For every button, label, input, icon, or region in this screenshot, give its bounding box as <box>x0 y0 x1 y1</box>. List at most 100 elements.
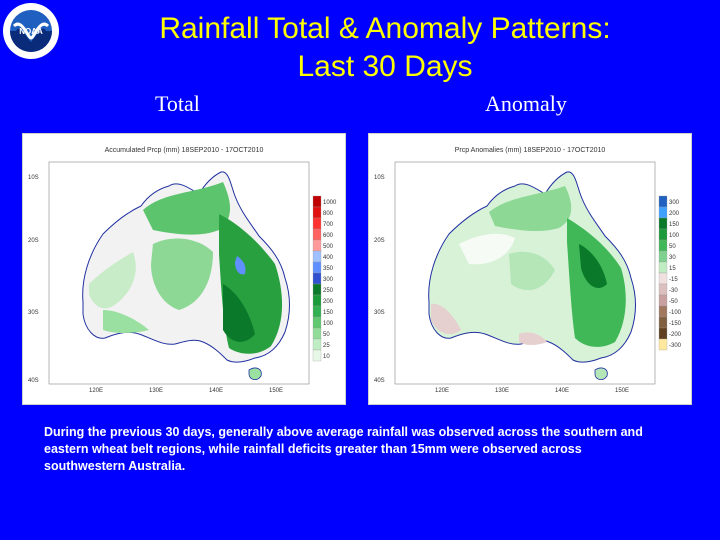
total-legend-swatch <box>312 228 322 241</box>
total-lat-tick: 20S <box>28 238 39 244</box>
anomaly-map-panel: Prcp Anomalies (mm) 18SEP2010 - 17OCT201… <box>368 133 692 405</box>
total-lat-tick: 30S <box>28 310 39 316</box>
anomaly-legend-swatch <box>658 338 668 351</box>
total-legend-swatch <box>312 305 322 318</box>
total-legend-label: 10 <box>323 354 330 360</box>
anomaly-legend-label: 300 <box>669 200 680 206</box>
anomaly-legend-swatch <box>658 283 668 296</box>
total-legend-label: 500 <box>323 244 334 250</box>
anomaly-label: Anomaly <box>485 91 567 116</box>
anomaly-legend-swatch <box>658 228 668 241</box>
total-legend-swatch <box>312 349 322 362</box>
total-legend-label: 300 <box>323 277 334 283</box>
total-legend-label: 350 <box>323 266 334 272</box>
total-map-title: Accumulated Prcp (mm) 18SEP2010 - 17OCT2… <box>105 147 264 154</box>
total-rain-north <box>143 182 231 235</box>
anomaly-wet-north <box>489 186 572 232</box>
total-map-panel: Accumulated Prcp (mm) 18SEP2010 - 17OCT2… <box>22 133 346 405</box>
total-legend-label: 700 <box>323 222 334 228</box>
total-lon-tick: 120E <box>89 388 103 394</box>
anomaly-dry-south <box>519 332 547 345</box>
total-rain-peak <box>235 256 246 275</box>
anomaly-lat-tick: 20S <box>374 238 385 244</box>
anomaly-wet-core <box>579 244 607 289</box>
anomaly-legend-label: -100 <box>669 310 682 316</box>
total-legend-swatch <box>312 294 322 307</box>
anomaly-lon-tick: 140E <box>555 388 569 394</box>
total-legend-swatch <box>312 316 322 329</box>
anomaly-map-title: Prcp Anomalies (mm) 18SEP2010 - 17OCT201… <box>455 147 606 154</box>
total-legend-label: 1000 <box>323 200 337 206</box>
anomaly-lon-tick: 150E <box>615 388 629 394</box>
anomaly-near-normal <box>459 233 515 265</box>
total-legend-label: 200 <box>323 299 334 305</box>
anomaly-legend-label: 15 <box>669 266 676 272</box>
total-legend: 1000 800 700 600 500 400 350 300 250 200 150 100 50 2… <box>312 195 337 362</box>
anomaly-legend-label: -300 <box>669 343 682 349</box>
total-lon-tick: 150E <box>269 388 283 394</box>
slide-title: Rainfall Total & Anomaly Patterns: Last … <box>90 10 680 86</box>
anomaly-legend-swatch <box>658 206 668 219</box>
total-legend-swatch <box>312 261 322 274</box>
anomaly-legend-swatch <box>658 294 668 307</box>
anomaly-legend-swatch <box>658 327 668 340</box>
anomaly-legend-label: 50 <box>669 244 676 250</box>
anomaly-legend-label: 100 <box>669 233 680 239</box>
total-legend-swatch <box>312 283 322 296</box>
anomaly-legend-label: 30 <box>669 255 676 261</box>
total-rain-west <box>89 252 136 309</box>
anomaly-legend-label: 200 <box>669 211 680 217</box>
noaa-logo-text: NOAA <box>19 27 43 36</box>
total-legend-swatch <box>312 338 322 351</box>
total-legend-label: 100 <box>323 321 334 327</box>
anomaly-legend-label: -15 <box>669 277 678 283</box>
anomaly-legend-label: -150 <box>669 321 682 327</box>
total-legend-swatch <box>312 239 322 252</box>
total-legend-swatch <box>312 217 322 230</box>
total-legend-label: 800 <box>323 211 334 217</box>
total-legend-label: 25 <box>323 343 330 349</box>
total-legend-swatch <box>312 250 322 263</box>
noaa-logo-icon: NOAA <box>2 2 60 60</box>
title-line-2: Last 30 Days <box>297 50 473 83</box>
anomaly-lat-tick: 40S <box>374 378 385 384</box>
anomaly-tasmania <box>594 367 608 380</box>
anomaly-dry-southwest <box>431 303 461 335</box>
anomaly-legend-label: 150 <box>669 222 680 228</box>
anomaly-lon-tick: 120E <box>435 388 449 394</box>
anomaly-legend-swatch <box>658 305 668 318</box>
total-legend-label: 600 <box>323 233 334 239</box>
anomaly-legend-swatch <box>658 250 668 263</box>
total-legend-swatch <box>312 206 322 219</box>
total-legend-label: 250 <box>323 288 334 294</box>
anomaly-legend-swatch <box>658 195 668 208</box>
total-legend-label: 50 <box>323 332 330 338</box>
anomaly-legend-swatch <box>658 239 668 252</box>
total-legend-swatch <box>312 195 322 208</box>
anomaly-legend-swatch <box>658 261 668 274</box>
total-label: Total <box>155 91 200 116</box>
total-legend-swatch <box>312 327 322 340</box>
title-line-1: Rainfall Total & Anomaly Patterns: <box>159 12 611 45</box>
anomaly-lon-tick: 130E <box>495 388 509 394</box>
anomaly-lat-tick: 30S <box>374 310 385 316</box>
total-legend-label: 150 <box>323 310 334 316</box>
total-rain-southwest <box>103 310 149 333</box>
total-legend-swatch <box>312 272 322 285</box>
total-rain-centre <box>151 238 213 310</box>
anomaly-wet-centre <box>509 251 555 291</box>
total-lat-tick: 40S <box>28 378 39 384</box>
anomaly-legend-swatch <box>658 272 668 285</box>
anomaly-legend-label: -200 <box>669 332 682 338</box>
total-lon-tick: 130E <box>149 388 163 394</box>
anomaly-legend-swatch <box>658 217 668 230</box>
anomaly-legend-label: -50 <box>669 299 678 305</box>
caption-text: During the previous 30 days, generally a… <box>44 425 643 473</box>
total-lat-tick: 10S <box>28 175 39 181</box>
anomaly-lat-tick: 10S <box>374 175 385 181</box>
total-lon-tick: 140E <box>209 388 223 394</box>
total-rain-southeast <box>223 284 255 342</box>
anomaly-legend-label: -30 <box>669 288 678 294</box>
total-tasmania <box>248 367 262 380</box>
anomaly-legend-swatch <box>658 316 668 329</box>
